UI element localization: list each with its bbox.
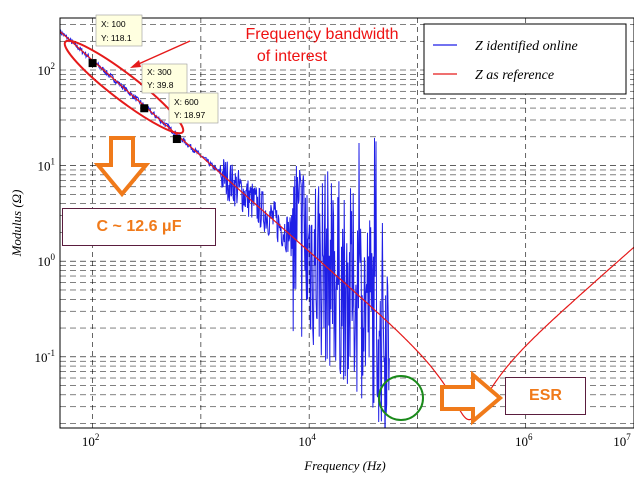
esr-right-arrow <box>440 370 504 426</box>
plot-frame <box>59 17 634 429</box>
capacitance-label: C ~ 12.6 μF <box>62 208 216 246</box>
datatip-2: X: 300 Y: 39.8 <box>141 63 188 94</box>
tick-labels: 102 104 106 107 102 101 100 10-1 <box>35 61 632 449</box>
datatip-3-y: Y: 18.97 <box>174 110 205 120</box>
datatip-2-x: X: 300 <box>147 67 172 77</box>
esr-circle <box>378 375 424 421</box>
bandwidth-annotation-line1: Frequency bandwidth <box>246 26 399 43</box>
capacitance-down-arrow <box>93 136 151 198</box>
capacitance-text: C ~ 12.6 μF <box>96 218 182 235</box>
datatip-3: X: 600 Y: 18.97 <box>168 92 219 124</box>
datatip-2-y: Y: 39.8 <box>147 80 174 90</box>
series-line-reference <box>60 31 634 421</box>
bandwidth-arrow <box>130 40 191 68</box>
y-tick-label: 100 <box>38 252 56 269</box>
y-tick-label: 101 <box>38 157 56 174</box>
datatip-marker-3 <box>172 135 181 144</box>
series-layer <box>60 29 634 428</box>
datatip-marker-2 <box>140 104 149 113</box>
series-line-identified <box>60 29 390 428</box>
legend-label-identified: Z identified online <box>475 39 578 54</box>
x-tick-label: 106 <box>515 432 533 449</box>
esr-label: ESR <box>505 377 586 415</box>
y-axis-title: Modulus (Ω) <box>9 190 24 258</box>
datatip-1-y: Y: 118.1 <box>101 33 132 43</box>
datatip-1-x: X: 100 <box>101 19 126 29</box>
x-axis-title: Frequency (Hz) <box>303 458 385 473</box>
datatip-1: X: 100 Y: 118.1 <box>95 14 143 47</box>
datatips: X: 100 Y: 118.1 X: 300 Y: 39.8 X: 600 Y:… <box>88 14 219 144</box>
legend-box <box>423 23 627 95</box>
x-tick-label: 104 <box>298 432 316 449</box>
x-tick-label: 107 <box>613 432 631 449</box>
legend-label-reference: Z as reference <box>475 68 554 83</box>
datatip-marker-1 <box>88 59 97 68</box>
y-tick-label: 10-1 <box>35 348 56 365</box>
bandwidth-annotation-line2: of interest <box>257 48 328 65</box>
bandwidth-ellipse <box>63 39 185 135</box>
datatip-3-x: X: 600 <box>174 97 199 107</box>
x-tick-label: 102 <box>82 432 100 449</box>
legend: Z identified online Z as reference <box>423 23 627 95</box>
y-tick-label: 102 <box>38 61 56 78</box>
esr-text: ESR <box>529 387 562 404</box>
